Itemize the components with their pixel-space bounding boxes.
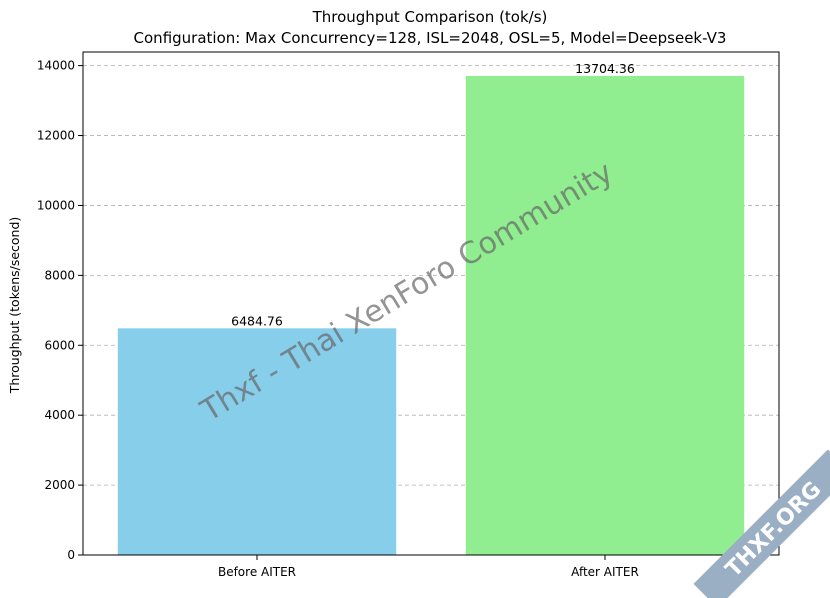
y-tick-label: 2000 <box>44 478 75 492</box>
axes <box>82 51 780 556</box>
data-labels: 6484.76 13704.36 <box>231 61 635 328</box>
y-tick-label: 4000 <box>44 408 75 422</box>
y-tick-label: 14000 <box>37 59 75 73</box>
y-tick-label: 0 <box>67 548 75 562</box>
badge-ribbon <box>693 449 830 598</box>
bar <box>117 328 397 555</box>
y-tick-label: 12000 <box>37 129 75 143</box>
y-tick-label: 8000 <box>44 268 75 282</box>
plot-frame <box>82 51 780 556</box>
chart-subtitle: Configuration: Max Concurrency=128, ISL=… <box>134 29 727 47</box>
bars <box>117 75 745 555</box>
bar-value-label: 6484.76 <box>231 313 283 328</box>
x-tick-label: After AITER <box>571 565 639 579</box>
y-tick-label: 6000 <box>44 338 75 352</box>
bar <box>465 75 745 555</box>
ticks: 0 2000 4000 6000 8000 10000 12000 14000 Before A… <box>37 59 639 579</box>
chart-title: Throughput Comparison (tok/s) <box>312 8 548 26</box>
y-tick-label: 10000 <box>37 198 75 212</box>
x-tick-label: Before AITER <box>218 565 296 579</box>
bar-value-label: 13704.36 <box>575 61 635 76</box>
y-axis-label: Throughput (tokens/second) <box>7 217 22 395</box>
